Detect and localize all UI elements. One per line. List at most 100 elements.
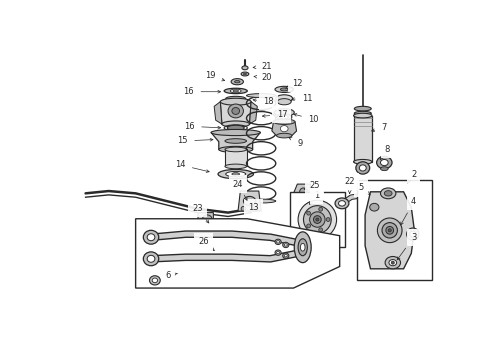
Polygon shape xyxy=(220,102,251,124)
Ellipse shape xyxy=(214,267,222,272)
Ellipse shape xyxy=(294,232,311,263)
Ellipse shape xyxy=(384,191,392,196)
Text: 9: 9 xyxy=(289,137,302,148)
Ellipse shape xyxy=(276,252,280,254)
Ellipse shape xyxy=(276,114,292,120)
Ellipse shape xyxy=(310,212,325,227)
Ellipse shape xyxy=(370,203,379,211)
Text: 12: 12 xyxy=(285,79,303,88)
Ellipse shape xyxy=(225,139,246,143)
Ellipse shape xyxy=(226,96,245,101)
Text: 19: 19 xyxy=(205,71,225,81)
Ellipse shape xyxy=(246,199,276,203)
Text: 11: 11 xyxy=(292,94,313,103)
Text: 21: 21 xyxy=(253,62,272,71)
Ellipse shape xyxy=(307,224,311,228)
Text: 5: 5 xyxy=(359,184,370,195)
Text: 22: 22 xyxy=(344,177,355,193)
Ellipse shape xyxy=(203,215,212,222)
Ellipse shape xyxy=(227,125,244,131)
Ellipse shape xyxy=(144,230,159,244)
Text: 25: 25 xyxy=(304,181,319,190)
Ellipse shape xyxy=(213,246,223,260)
Text: 20: 20 xyxy=(254,73,272,82)
Polygon shape xyxy=(292,184,311,203)
Ellipse shape xyxy=(388,229,392,232)
Ellipse shape xyxy=(225,147,246,152)
Text: 1: 1 xyxy=(309,191,319,204)
Bar xyxy=(225,149,246,166)
Ellipse shape xyxy=(149,276,160,285)
Ellipse shape xyxy=(246,94,276,98)
Ellipse shape xyxy=(273,119,295,125)
Text: 7: 7 xyxy=(371,123,387,132)
Polygon shape xyxy=(198,213,218,239)
Ellipse shape xyxy=(228,104,244,118)
Ellipse shape xyxy=(147,255,155,262)
Ellipse shape xyxy=(386,226,393,234)
Ellipse shape xyxy=(215,249,221,256)
Ellipse shape xyxy=(326,217,330,221)
Ellipse shape xyxy=(231,78,244,85)
Text: 16: 16 xyxy=(183,87,220,96)
Ellipse shape xyxy=(147,234,155,241)
Text: 26: 26 xyxy=(198,237,214,251)
Polygon shape xyxy=(136,219,340,288)
Ellipse shape xyxy=(389,260,397,266)
Ellipse shape xyxy=(244,73,246,75)
Ellipse shape xyxy=(232,172,240,176)
Ellipse shape xyxy=(276,95,293,103)
Polygon shape xyxy=(214,102,222,124)
Text: 6: 6 xyxy=(165,271,177,280)
Bar xyxy=(354,116,372,162)
Text: 24: 24 xyxy=(233,180,247,200)
Ellipse shape xyxy=(144,252,159,266)
Ellipse shape xyxy=(319,207,322,211)
Ellipse shape xyxy=(222,121,249,127)
Ellipse shape xyxy=(314,216,321,223)
Ellipse shape xyxy=(280,115,288,119)
Ellipse shape xyxy=(377,218,402,243)
Ellipse shape xyxy=(377,156,392,169)
Ellipse shape xyxy=(359,165,366,171)
Ellipse shape xyxy=(319,228,322,232)
Ellipse shape xyxy=(211,130,260,136)
Ellipse shape xyxy=(303,206,331,233)
Ellipse shape xyxy=(277,99,291,105)
Ellipse shape xyxy=(381,167,388,171)
Ellipse shape xyxy=(232,108,240,114)
Ellipse shape xyxy=(316,218,319,221)
Ellipse shape xyxy=(284,255,287,257)
Text: 18: 18 xyxy=(253,97,274,106)
Ellipse shape xyxy=(276,133,292,138)
Ellipse shape xyxy=(307,211,311,215)
Ellipse shape xyxy=(398,203,404,207)
Text: 14: 14 xyxy=(175,160,209,172)
Ellipse shape xyxy=(206,231,214,237)
Ellipse shape xyxy=(219,147,253,153)
Ellipse shape xyxy=(382,222,397,238)
Ellipse shape xyxy=(242,66,248,70)
Ellipse shape xyxy=(381,188,396,199)
Ellipse shape xyxy=(300,188,307,195)
Ellipse shape xyxy=(230,89,241,93)
Text: 4: 4 xyxy=(401,197,416,225)
Ellipse shape xyxy=(300,243,305,251)
Ellipse shape xyxy=(280,88,288,91)
Polygon shape xyxy=(211,132,260,149)
Ellipse shape xyxy=(275,250,281,255)
Ellipse shape xyxy=(284,244,287,246)
Ellipse shape xyxy=(225,164,246,169)
Text: 2: 2 xyxy=(408,170,416,183)
Ellipse shape xyxy=(226,171,245,177)
Text: 13: 13 xyxy=(248,203,259,212)
Ellipse shape xyxy=(280,126,288,132)
Ellipse shape xyxy=(407,228,419,240)
Ellipse shape xyxy=(391,261,394,264)
Text: 3: 3 xyxy=(397,233,416,260)
Ellipse shape xyxy=(244,197,256,206)
Ellipse shape xyxy=(395,200,408,210)
Ellipse shape xyxy=(298,200,337,239)
Ellipse shape xyxy=(233,90,239,92)
Bar xyxy=(357,180,432,280)
